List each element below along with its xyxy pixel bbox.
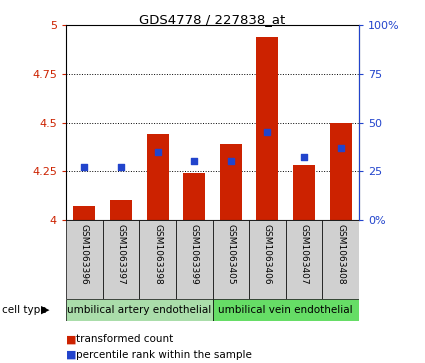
Point xyxy=(117,164,124,170)
Bar xyxy=(220,144,242,220)
Text: ■: ■ xyxy=(66,334,76,344)
Bar xyxy=(249,220,286,299)
Bar xyxy=(293,165,315,220)
Text: GSM1063397: GSM1063397 xyxy=(116,224,125,284)
Point xyxy=(191,159,198,164)
Bar xyxy=(66,220,102,299)
Text: cell type: cell type xyxy=(2,305,47,315)
Bar xyxy=(286,220,323,299)
Bar xyxy=(176,220,212,299)
Text: GSM1063408: GSM1063408 xyxy=(336,224,345,284)
Bar xyxy=(139,220,176,299)
Point xyxy=(154,149,161,155)
Bar xyxy=(183,173,205,220)
Text: umbilical artery endothelial: umbilical artery endothelial xyxy=(67,305,211,315)
Text: GSM1063405: GSM1063405 xyxy=(227,224,235,284)
Text: ■: ■ xyxy=(66,350,76,360)
Bar xyxy=(330,122,352,220)
Text: GSM1063407: GSM1063407 xyxy=(300,224,309,284)
Point xyxy=(227,159,234,164)
Bar xyxy=(256,37,278,220)
Bar xyxy=(102,220,139,299)
Text: umbilical vein endothelial: umbilical vein endothelial xyxy=(218,305,353,315)
Text: GSM1063398: GSM1063398 xyxy=(153,224,162,284)
Text: GDS4778 / 227838_at: GDS4778 / 227838_at xyxy=(139,13,286,26)
Text: GSM1063406: GSM1063406 xyxy=(263,224,272,284)
Bar xyxy=(323,220,359,299)
Text: transformed count: transformed count xyxy=(76,334,173,344)
Point xyxy=(337,145,344,151)
Bar xyxy=(110,200,132,220)
Text: GSM1063399: GSM1063399 xyxy=(190,224,198,284)
Bar xyxy=(147,134,168,220)
Point xyxy=(301,155,308,160)
Point xyxy=(81,164,88,170)
Text: ▶: ▶ xyxy=(41,305,50,315)
Bar xyxy=(212,220,249,299)
Text: percentile rank within the sample: percentile rank within the sample xyxy=(76,350,252,360)
Bar xyxy=(212,299,359,321)
Bar xyxy=(66,299,212,321)
Point xyxy=(264,129,271,135)
Text: GSM1063396: GSM1063396 xyxy=(80,224,89,284)
Bar xyxy=(73,206,95,220)
